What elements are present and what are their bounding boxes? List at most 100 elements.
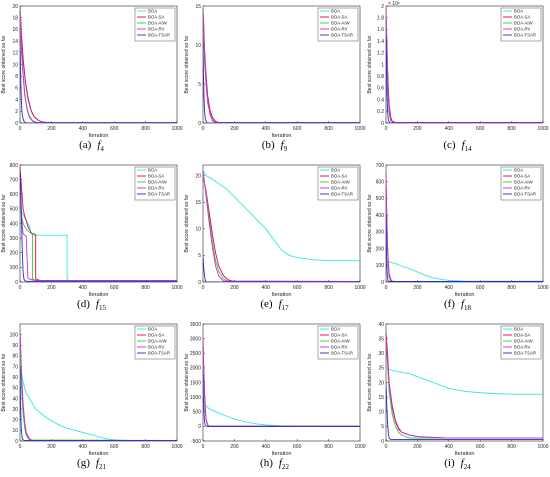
legend-label: BOA-AIW xyxy=(148,180,168,185)
y-tick-label: 0 xyxy=(198,121,201,127)
y-tick-label: 1.8 xyxy=(377,16,384,22)
x-tick-label: 800 xyxy=(324,126,333,132)
legend-label: BOA-AIW xyxy=(331,180,351,185)
x-tick-label: 600 xyxy=(293,126,302,132)
x-tick-label: 400 xyxy=(79,444,88,450)
panel-caption: (g) f21 xyxy=(0,457,183,471)
x-tick-label: 0 xyxy=(19,444,22,450)
y-tick-label: 15 xyxy=(195,4,201,10)
legend-label: BOA-RV xyxy=(148,345,165,350)
x-tick-label: 400 xyxy=(79,285,88,291)
legend-label: BOA-TSAR xyxy=(331,33,353,38)
x-axis-label: Iteration xyxy=(455,292,475,298)
x-tick-label: 200 xyxy=(413,285,422,291)
x-tick-label: 1000 xyxy=(171,285,182,291)
x-tick-label: 200 xyxy=(47,126,56,132)
plot-area xyxy=(385,323,544,442)
x-tick-label: 1000 xyxy=(537,444,548,450)
legend-label: BOA xyxy=(514,168,523,173)
x-tick-label: 800 xyxy=(507,285,516,291)
panel-caption: (e) f17 xyxy=(183,298,366,312)
chart-panel: 0 200 400 600 800 1000 0 100 200 300 400 500 600 700 I… xyxy=(366,159,549,318)
legend-label: BOA xyxy=(148,9,157,14)
x-axis-label: Iteration xyxy=(89,133,109,139)
x-tick-label: 600 xyxy=(110,444,119,450)
function-subscript: 14 xyxy=(464,145,472,154)
y-axis-label: Best score obtained so far xyxy=(1,353,7,411)
chart-svg: 0 200 400 600 800 1000 0 2 4 6 8 10 12 14 16 18 20 Iterat… xyxy=(1,4,183,139)
panel-caption: (d) f15 xyxy=(0,298,183,312)
x-tick-label: 200 xyxy=(47,285,56,291)
y-tick-label: 700 xyxy=(376,163,385,169)
panel-caption: (i) f24 xyxy=(366,457,549,471)
y-tick-label: 0.2 xyxy=(377,109,384,115)
legend-label: BOA-TSAR xyxy=(514,192,536,197)
x-tick-label: 1000 xyxy=(171,444,182,450)
y-tick-label: 3500 xyxy=(190,322,201,328)
x-tick-label: 200 xyxy=(413,126,422,132)
y-tick-label: 5 xyxy=(198,82,201,88)
legend-label: BOA xyxy=(331,327,340,332)
y-tick-label: 30 xyxy=(12,407,18,413)
function-symbol: f xyxy=(95,457,99,469)
series-line xyxy=(386,259,543,282)
legend-label: BOA xyxy=(514,9,523,14)
legend-label: BOA-RV xyxy=(514,186,531,191)
x-tick-label: 200 xyxy=(413,444,422,450)
y-tick-label: 300 xyxy=(376,230,385,236)
series-line xyxy=(20,6,177,123)
panel-label: (e) xyxy=(260,298,273,310)
x-tick-label: 200 xyxy=(230,444,239,450)
series-line xyxy=(386,338,543,439)
function-subscript: 21 xyxy=(98,463,106,472)
x-axis-label: Iteration xyxy=(272,133,292,139)
legend-label: BOA-AIW xyxy=(331,339,351,344)
series-line xyxy=(20,329,177,441)
legend-label: BOA-RV xyxy=(514,345,531,350)
legend-label: BOA-AIW xyxy=(148,21,168,26)
y-tick-label: 5 xyxy=(198,253,201,259)
x-tick-label: 400 xyxy=(262,126,271,132)
x-tick-label: 1000 xyxy=(537,285,548,291)
function-name: f17 xyxy=(279,298,289,312)
y-tick-label: 500 xyxy=(193,410,202,416)
y-tick-label: 16 xyxy=(12,27,18,33)
x-tick-label: 800 xyxy=(141,126,150,132)
y-tick-label: 1.2 xyxy=(377,51,384,57)
legend-label: BOA xyxy=(331,168,340,173)
legend-label: BOA-RV xyxy=(331,27,348,32)
y-tick-label: 8 xyxy=(15,74,18,80)
x-tick-label: 600 xyxy=(476,285,485,291)
legend-label: BOA-RV xyxy=(148,186,165,191)
legend-box xyxy=(134,325,176,360)
x-tick-label: 400 xyxy=(445,444,454,450)
x-tick-label: 1000 xyxy=(354,285,365,291)
legend-box xyxy=(317,7,359,42)
y-tick-label: 35 xyxy=(378,336,384,342)
x-tick-label: 600 xyxy=(476,444,485,450)
y-tick-label: 15 xyxy=(195,200,201,206)
legend-label: BOA xyxy=(514,327,523,332)
y-tick-label: 10 xyxy=(12,62,18,68)
chart-svg: 0 200 400 600 800 1000 0 5 10 15 Iteration Best sco… xyxy=(184,4,366,139)
x-tick-label: 400 xyxy=(79,126,88,132)
y-tick-label: 20 xyxy=(12,418,18,424)
series-line xyxy=(203,44,360,123)
panel-label: (c) xyxy=(443,139,456,151)
x-tick-label: 0 xyxy=(385,444,388,450)
function-symbol: f xyxy=(461,139,465,151)
x-tick-label: 0 xyxy=(202,444,205,450)
legend-label: BOA-SA xyxy=(148,174,164,179)
y-axis-label: Best score obtained so far xyxy=(367,35,373,93)
legend-label: BOA-RV xyxy=(514,27,531,32)
x-tick-label: 800 xyxy=(141,444,150,450)
legend-label: BOA-RV xyxy=(331,345,348,350)
y-axis-label: Best score obtained so far xyxy=(184,353,190,411)
x-tick-label: 0 xyxy=(202,126,205,132)
y-tick-label: 0 xyxy=(381,121,384,127)
x-tick-label: 1000 xyxy=(354,126,365,132)
legend-box xyxy=(134,7,176,42)
